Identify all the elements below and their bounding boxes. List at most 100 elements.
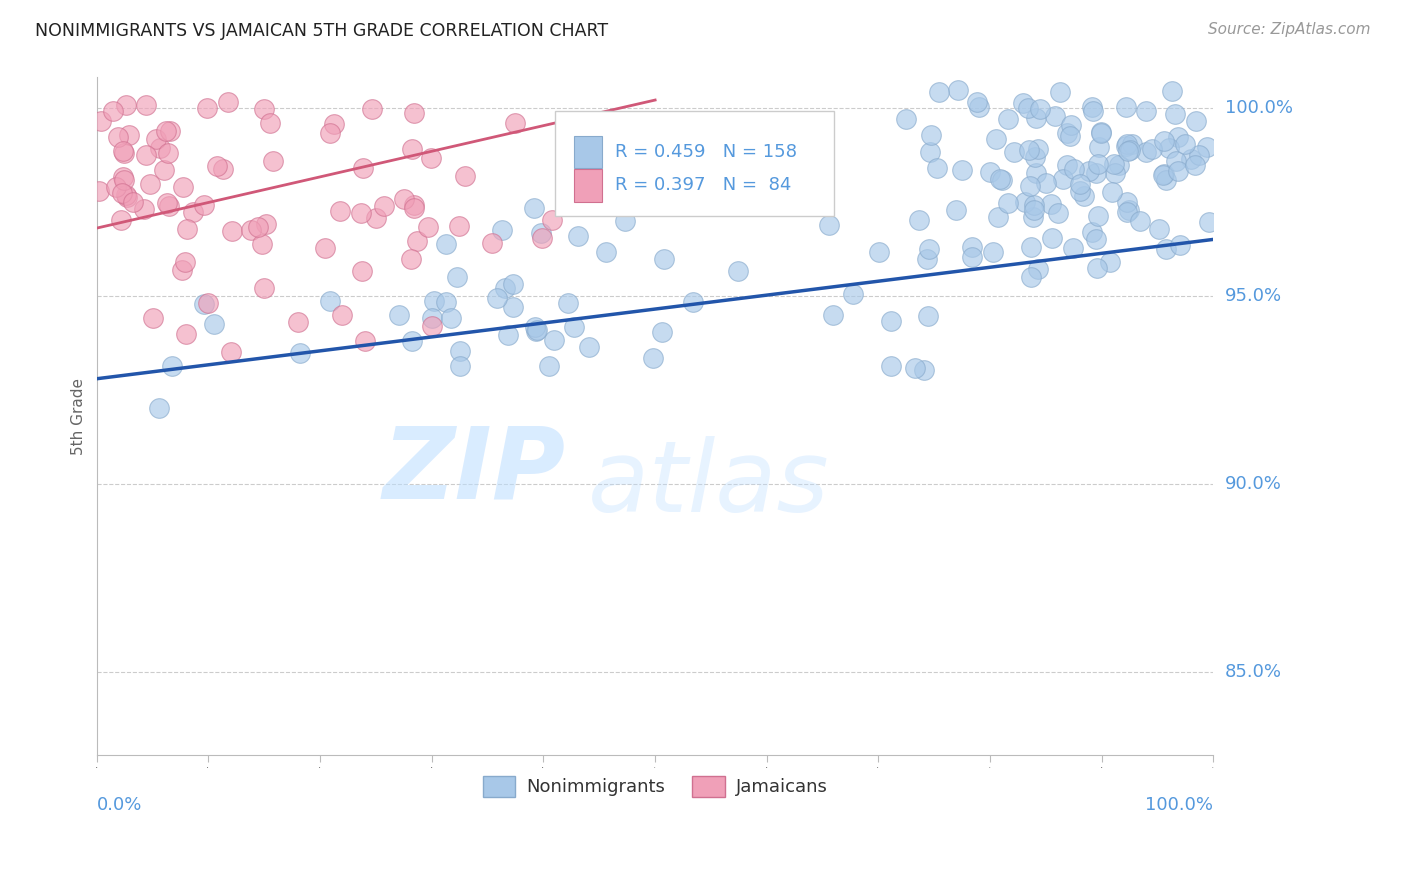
Point (1081, 103, 1104, 118)
Point (434, 237, 457, 252)
Point (1116, 144, 1139, 158)
Point (967, 99, 990, 113)
Text: 0.0%: 0.0% (97, 796, 142, 814)
Point (1069, 178, 1091, 192)
Point (531, 231, 554, 245)
Point (1081, 100, 1104, 114)
Point (966, 95, 988, 110)
Point (920, 128, 942, 143)
Point (823, 308, 845, 322)
Point (1163, 107, 1185, 121)
Point (817, 218, 839, 232)
Point (1197, 140, 1219, 154)
Point (112, 145, 135, 160)
Point (1087, 210, 1109, 224)
Point (524, 324, 547, 338)
Point (1035, 177, 1057, 191)
Point (1166, 154, 1188, 169)
Point (197, 296, 219, 310)
Point (156, 146, 179, 161)
Point (157, 199, 180, 213)
Point (1049, 85, 1071, 99)
Point (1184, 157, 1206, 171)
Point (1159, 141, 1181, 155)
Point (1063, 161, 1085, 176)
Point (117, 128, 139, 142)
Point (155, 123, 177, 137)
Text: 100.0%: 100.0% (1225, 99, 1292, 117)
Point (319, 294, 342, 309)
FancyBboxPatch shape (554, 112, 834, 217)
Point (373, 199, 395, 213)
Point (868, 244, 890, 259)
Point (997, 112, 1019, 126)
Point (1129, 214, 1152, 228)
Text: NONIMMIGRANTS VS JAMAICAN 5TH GRADE CORRELATION CHART: NONIMMIGRANTS VS JAMAICAN 5TH GRADE CORR… (35, 22, 609, 40)
Point (904, 361, 927, 376)
Point (1108, 158, 1130, 172)
Point (170, 263, 193, 277)
Point (503, 116, 526, 130)
Point (984, 132, 1007, 146)
Point (110, 212, 132, 227)
Point (1116, 194, 1139, 209)
Point (142, 311, 165, 326)
Point (1167, 164, 1189, 178)
Point (523, 320, 546, 334)
Text: 90.0%: 90.0% (1225, 475, 1281, 493)
Point (193, 198, 215, 212)
Point (1062, 241, 1084, 255)
Point (193, 297, 215, 311)
Point (350, 206, 373, 220)
Point (420, 311, 443, 326)
Point (152, 162, 174, 177)
Point (1090, 124, 1112, 138)
Point (541, 212, 564, 227)
Point (90, 114, 112, 128)
Point (1174, 136, 1197, 151)
Point (1056, 127, 1078, 141)
Point (1115, 100, 1137, 114)
Point (842, 286, 865, 301)
Point (960, 250, 983, 264)
Point (332, 308, 354, 322)
Point (1152, 168, 1174, 182)
Point (1024, 166, 1046, 180)
Point (253, 281, 276, 295)
Point (353, 334, 375, 348)
Point (894, 112, 917, 126)
Point (239, 223, 262, 237)
Point (1073, 189, 1095, 203)
Point (352, 161, 374, 175)
Point (1153, 167, 1175, 181)
Point (502, 277, 524, 292)
Text: 100.0%: 100.0% (1146, 796, 1213, 814)
Point (399, 252, 422, 266)
Point (950, 162, 973, 177)
Point (641, 351, 664, 366)
Point (159, 124, 181, 138)
Point (960, 240, 983, 254)
Point (418, 220, 440, 235)
Point (1024, 150, 1046, 164)
Point (1022, 203, 1045, 218)
Point (364, 211, 387, 226)
Point (253, 103, 276, 117)
Point (1084, 166, 1107, 180)
Point (262, 153, 284, 168)
Point (1052, 172, 1074, 186)
Point (1116, 136, 1139, 151)
Point (879, 359, 901, 374)
Point (117, 190, 139, 204)
Point (485, 291, 508, 305)
Point (582, 181, 605, 195)
Point (174, 326, 197, 341)
Point (1104, 166, 1126, 180)
Point (1019, 240, 1042, 254)
Point (217, 95, 239, 110)
Point (1040, 231, 1063, 245)
Point (212, 161, 235, 176)
Point (496, 328, 519, 343)
Point (912, 363, 935, 377)
Point (207, 160, 229, 174)
